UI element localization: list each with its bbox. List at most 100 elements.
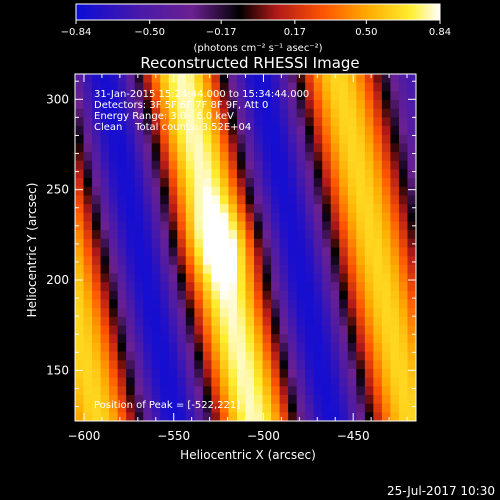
heatmap-cell (151, 212, 161, 223)
heatmap-cell (364, 221, 374, 231)
heatmap-cell (228, 160, 238, 171)
heatmap-cell (126, 152, 136, 162)
heatmap-cell (305, 134, 315, 145)
heatmap-cell (322, 152, 332, 162)
heatmap-cell (364, 282, 374, 292)
heatmap-cell (262, 299, 272, 309)
heatmap-cell (288, 316, 298, 327)
heatmap-cell (271, 212, 281, 223)
heatmap-cell (143, 126, 153, 136)
heatmap-cell (168, 368, 178, 379)
heatmap-cell (236, 351, 247, 361)
heatmap-cell (305, 368, 315, 379)
heatmap-cell (109, 282, 119, 292)
heatmap-cell (194, 117, 204, 127)
heatmap-cell (364, 117, 374, 127)
heatmap-cell (83, 299, 93, 309)
heatmap-cell (305, 342, 315, 353)
heatmap-cell (313, 394, 323, 405)
heatmap-cell (143, 308, 153, 318)
heatmap-cell (373, 82, 383, 92)
heatmap-cell (373, 204, 383, 214)
heatmap-cell (305, 143, 315, 153)
heatmap-cell (381, 108, 392, 118)
heatmap-cell (126, 325, 136, 335)
heatmap-cell (322, 204, 332, 214)
heatmap-cell (313, 247, 323, 257)
heatmap-cell (92, 100, 102, 110)
heatmap-cell (296, 126, 306, 136)
heatmap-cell (322, 143, 332, 153)
heatmap-cell (339, 316, 349, 327)
heatmap-cell (185, 143, 195, 153)
heatmap-cell (296, 143, 306, 153)
heatmap-cell (330, 325, 340, 335)
heatmap-cell (322, 178, 332, 188)
heatmap-cell (202, 256, 213, 266)
heatmap-cell (322, 169, 332, 179)
heatmap-cell (177, 238, 187, 249)
heatmap-cell (347, 204, 357, 214)
heatmap-cell (202, 264, 213, 275)
heatmap-cell (160, 282, 170, 292)
heatmap-cell (211, 299, 221, 309)
heatmap-cell (398, 282, 409, 292)
heatmap-cell (373, 108, 383, 118)
heatmap-cell (381, 230, 392, 240)
heatmap-cell (143, 394, 153, 405)
heatmap-cell (92, 134, 102, 145)
heatmap-cell (202, 412, 213, 421)
heatmap-cell (109, 204, 119, 214)
heatmap-cell (271, 82, 281, 92)
heatmap-cell (92, 195, 102, 205)
heatmap-cell (177, 169, 187, 179)
heatmap-cell (168, 204, 178, 214)
heatmap-cell (313, 360, 323, 370)
heatmap-cell (126, 134, 136, 145)
heatmap-cell (211, 91, 221, 101)
heatmap-cell (202, 282, 213, 292)
heatmap-cell (194, 342, 204, 353)
heatmap-cell (390, 74, 400, 84)
heatmap-cell (211, 204, 221, 214)
heatmap-cell (160, 290, 170, 301)
heatmap-cell (134, 290, 144, 301)
heatmap-cell (236, 238, 247, 249)
colorbar-tick-label: 0.50 (355, 27, 377, 38)
heatmap-cell (407, 290, 416, 301)
heatmap-cell (126, 230, 136, 240)
heatmap-cell (202, 143, 213, 153)
heatmap-cell (313, 230, 323, 240)
heatmap-cell (288, 264, 298, 275)
heatmap-cell (356, 273, 366, 283)
heatmap-cell (75, 368, 85, 379)
heatmap-cell (356, 282, 366, 292)
heatmap-cell (262, 316, 272, 327)
heatmap-cell (347, 342, 357, 353)
heatmap-cell (398, 264, 409, 275)
heatmap-cell (160, 117, 170, 127)
heatmap-cell (83, 247, 93, 257)
colorbar (75, 3, 441, 21)
heatmap-cell (398, 143, 409, 153)
heatmap-cell (296, 91, 306, 101)
heatmap-cell (398, 394, 409, 405)
heatmap-cell (160, 299, 170, 309)
heatmap-cell (262, 256, 272, 266)
heatmap-cell (279, 126, 289, 136)
heatmap-cell (347, 282, 357, 292)
heatmap-cell (271, 134, 281, 145)
heatmap-cell (100, 212, 110, 223)
heatmap-cell (390, 91, 400, 101)
heatmap-cell (381, 394, 392, 405)
heatmap-cell (134, 212, 144, 223)
heatmap-cell (381, 412, 392, 421)
heatmap-cell (160, 351, 170, 361)
heatmap-cell (228, 169, 238, 179)
heatmap-cell (347, 212, 357, 223)
heatmap-cell (143, 282, 153, 292)
heatmap-cell (202, 247, 213, 257)
heatmap-cell (194, 186, 204, 197)
heatmap-cell (177, 152, 187, 162)
heatmap-cell (151, 143, 161, 153)
